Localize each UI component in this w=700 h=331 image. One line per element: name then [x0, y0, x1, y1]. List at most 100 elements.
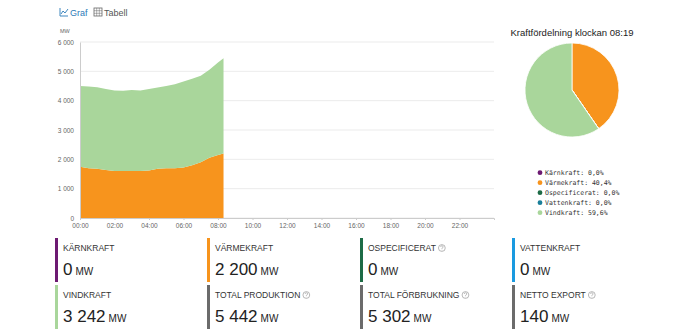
tick-label: 3 000	[58, 127, 75, 134]
tick-mark	[356, 218, 357, 220]
tick: 08:00	[210, 218, 227, 229]
tile-label: NETTO EXPORT	[520, 290, 586, 300]
tile-value: 3 242MW	[63, 307, 127, 326]
area-chart: 01 0002 0003 0004 0005 0006 00000:0002:0…	[58, 28, 495, 229]
tick-mark	[287, 218, 288, 220]
tick-mark	[425, 218, 426, 220]
tick-mark	[322, 218, 323, 220]
legend-label: Ospecificerat: 0,0%	[545, 189, 619, 197]
tile-unit: MW	[380, 266, 398, 277]
tile: TOTAL PRODUKTION5 442MW	[207, 285, 310, 329]
tile-value: 0MW	[520, 260, 551, 279]
legend: Kärnkraft: 0,0% Värmekraft: 40,4% Ospecifi…	[538, 169, 620, 217]
tile-number: 0	[63, 260, 72, 279]
tick: 14:00	[314, 218, 331, 229]
tile-value: 140MW	[520, 307, 570, 326]
tick-mark	[391, 218, 392, 220]
tick: 12:00	[279, 218, 296, 229]
tile-number: 2 200	[215, 260, 258, 279]
tab-icon	[94, 8, 102, 16]
help-icon	[441, 246, 444, 251]
tick-mark	[460, 218, 461, 220]
tick: 04:00	[141, 218, 158, 229]
tile: VATTENKRAFT 0MW	[512, 238, 580, 282]
tile-label: VÄRMEKRAFT	[215, 243, 273, 253]
tick: 5 000	[58, 68, 80, 75]
slice	[525, 43, 599, 137]
areas	[80, 58, 224, 218]
tick-label: 0	[70, 215, 74, 222]
tile-label: KÄRNKRAFT	[63, 243, 114, 253]
tile-unit: MW	[75, 266, 93, 277]
tick-label: 16:00	[348, 222, 365, 229]
help-icon	[591, 293, 594, 298]
legend-swatch	[538, 200, 543, 205]
grid-line	[80, 71, 494, 72]
tick-label: 1 000	[58, 185, 75, 192]
tick: 02:00	[107, 218, 124, 229]
tick-mark	[253, 218, 254, 220]
tile-bar	[512, 285, 515, 329]
tick: 4 000	[58, 97, 80, 104]
tick-label: 10:00	[245, 222, 262, 229]
tick: 1 000	[58, 185, 80, 192]
tile-unit: MW	[261, 266, 279, 277]
chart-title: Kraftfördelning klockan 08:19	[510, 27, 633, 38]
tile-bar	[207, 238, 210, 282]
tick-label: 08:00	[210, 222, 227, 229]
tabs: Graf Tabell	[60, 8, 128, 18]
tick-label: 00:00	[72, 222, 89, 229]
help-icon[interactable]	[303, 292, 310, 299]
tile-bar	[207, 285, 210, 329]
tab-icon	[94, 8, 102, 16]
tick: 06:00	[176, 218, 193, 229]
tile-number: 5 442	[215, 307, 258, 326]
tile-value: 0MW	[368, 260, 399, 279]
tile-label: OSPECIFICERAT	[368, 243, 436, 253]
tile-bar	[55, 285, 58, 329]
tick-mark	[115, 218, 116, 220]
grid	[80, 42, 494, 218]
tile-bar	[512, 238, 515, 282]
area	[80, 58, 224, 171]
legend-label: Värmekraft: 40,4%	[545, 179, 612, 187]
help-icon[interactable]	[588, 292, 595, 299]
tick: 20:00	[417, 218, 434, 229]
help-icon[interactable]	[462, 292, 469, 299]
tile: NETTO EXPORT 140MW	[512, 285, 595, 329]
help-icon[interactable]	[438, 245, 445, 252]
tile-label: VATTENKRAFT	[520, 243, 580, 253]
legend-label: Vattenkraft: 0,0%	[545, 199, 612, 207]
axis-title: MW	[60, 28, 71, 34]
tick-mark	[218, 218, 219, 220]
tile: VINDKRAFT 3 242MW	[55, 285, 127, 329]
tile-value: 2 200MW	[215, 260, 279, 279]
tile: KÄRNKRAFT 0MW	[55, 238, 114, 282]
tile-unit: MW	[551, 313, 569, 324]
tile-value: 5 442MW	[215, 307, 279, 326]
grid-line	[80, 42, 494, 43]
tiles: KÄRNKRAFT0MWVÄRMEKRAFT2 200MWOSPECIFICER…	[55, 238, 595, 329]
tile-bar	[360, 285, 363, 329]
tick-mark	[80, 218, 81, 220]
tab[interactable]: Graf	[70, 8, 88, 18]
tile-unit: MW	[532, 266, 550, 277]
tick-label: 02:00	[107, 222, 124, 229]
tile-label: VINDKRAFT	[63, 290, 111, 300]
axis-line	[81, 219, 495, 221]
tick: 0	[70, 215, 80, 222]
tile-bar	[55, 238, 58, 282]
tick: 3 000	[58, 127, 80, 134]
legend-label: Kärnkraft: 0,0%	[545, 169, 604, 177]
axis-line	[80, 43, 81, 219]
tab-icon	[60, 8, 68, 16]
tile-unit: MW	[109, 313, 127, 324]
tile-number: 0	[520, 260, 529, 279]
tick-label: 5 000	[58, 68, 75, 75]
tick: 18:00	[383, 218, 400, 229]
tile: VÄRMEKRAFT 2 200MW	[207, 238, 279, 282]
tick: 6 000	[58, 39, 80, 46]
tile-bar	[360, 238, 363, 282]
tick-label: 14:00	[314, 222, 331, 229]
tab[interactable]: Tabell	[104, 8, 128, 18]
